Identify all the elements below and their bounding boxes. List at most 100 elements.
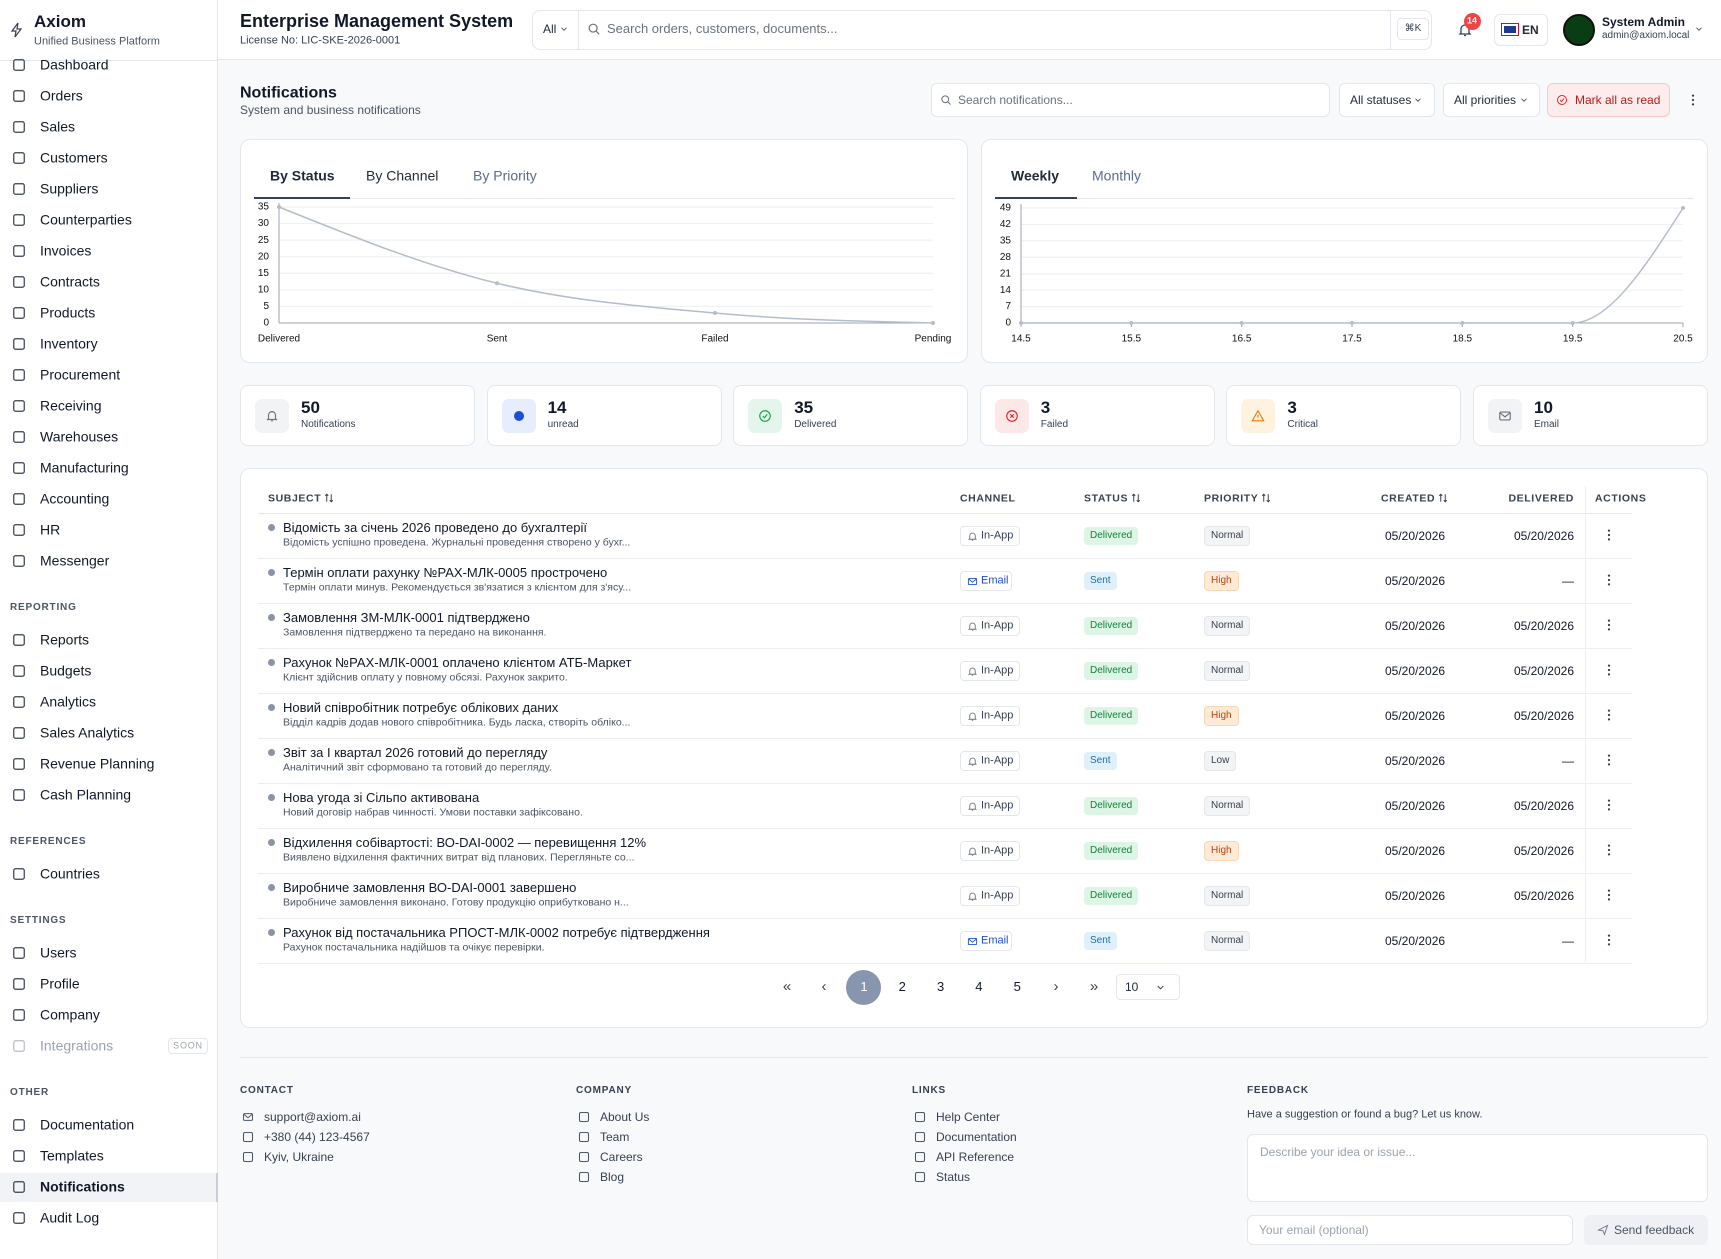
nav-item[interactable]: Profile <box>40 975 80 992</box>
nav-item[interactable]: Revenue Planning <box>40 755 155 772</box>
nav-item[interactable]: Integrations <box>40 1037 114 1054</box>
soon-label: SOON <box>173 1040 203 1051</box>
nav-item[interactable]: Users <box>40 944 77 961</box>
nav-item[interactable]: Audit Log <box>40 1209 100 1226</box>
priority-filter[interactable] <box>1443 83 1540 117</box>
nav-item[interactable]: Documentation <box>40 1116 135 1133</box>
chart-card <box>981 139 1708 363</box>
chart-tab[interactable]: By Channel <box>366 167 439 184</box>
nav-item[interactable]: Counterparties <box>40 211 132 228</box>
chart-tab[interactable]: By Status <box>270 167 335 184</box>
footer-link[interactable]: Documentation <box>936 1129 1017 1144</box>
page-number[interactable]: 2 <box>898 979 906 995</box>
nav-item[interactable]: Warehouses <box>40 428 119 445</box>
first-page[interactable]: « <box>782 978 792 995</box>
footer-link[interactable]: About Us <box>600 1109 650 1124</box>
delivered: 05/20/2026 <box>1513 618 1574 633</box>
column-header[interactable]: CREATED <box>1381 492 1436 505</box>
notification-search[interactable] <box>931 83 1330 117</box>
row-actions <box>1607 799 1611 811</box>
nav-item[interactable]: Contracts <box>40 273 100 290</box>
footer-link[interactable]: Team <box>600 1129 630 1144</box>
nav-item[interactable]: Orders <box>40 87 83 104</box>
nav-icon <box>13 245 25 257</box>
nav-item[interactable]: Company <box>40 1006 100 1023</box>
nav-item[interactable]: Products <box>40 304 96 321</box>
footer-link[interactable]: Help Center <box>936 1109 1001 1124</box>
delivered: 05/20/2026 <box>1513 888 1574 903</box>
nav-item[interactable]: Procurement <box>40 366 121 383</box>
created: 05/20/2026 <box>1385 528 1446 543</box>
footer-link[interactable]: support@axiom.ai <box>264 1109 361 1124</box>
nav-item[interactable]: Analytics <box>40 693 97 710</box>
nav-item[interactable]: Countries <box>40 865 100 882</box>
channel-icon <box>967 892 977 901</box>
subject[interactable]: Відомість за січень 2026 проведено до бу… <box>283 520 587 536</box>
nav-item[interactable]: Notifications <box>40 1178 125 1195</box>
last-page[interactable]: » <box>1089 978 1099 995</box>
nav-item[interactable]: Accounting <box>40 490 110 507</box>
status-filter[interactable] <box>1339 83 1435 117</box>
subject[interactable]: Рахунок №РАХ-МЛК-0001 оплачено клієнтом … <box>283 655 632 671</box>
nav-item[interactable]: Inventory <box>40 335 98 352</box>
nav-item[interactable]: HR <box>40 521 61 538</box>
nav-item[interactable]: Invoices <box>40 242 92 259</box>
nav-item[interactable]: Sales Analytics <box>40 724 135 741</box>
feedback-textarea[interactable] <box>1247 1134 1708 1202</box>
subject[interactable]: Звіт за І квартал 2026 готовий до перегл… <box>283 745 548 761</box>
subject[interactable]: Новий співробітник потребує облікових да… <box>283 700 559 716</box>
nav-item[interactable]: Dashboard <box>40 56 109 73</box>
global-search[interactable] <box>532 10 1432 50</box>
column-header[interactable]: SUBJECT <box>268 492 322 505</box>
search-scope[interactable]: All <box>543 21 557 36</box>
stat-icon <box>1499 411 1511 421</box>
nav-item[interactable]: Reports <box>40 631 90 648</box>
nav-item[interactable]: Receiving <box>40 397 102 414</box>
stat-value: 10 <box>1534 397 1553 417</box>
chart-tab[interactable]: Weekly <box>1011 167 1059 184</box>
nav-item[interactable]: Suppliers <box>40 180 99 197</box>
footer-link[interactable]: Blog <box>600 1169 625 1184</box>
footer-link[interactable]: +380 (44) 123-4567 <box>264 1129 370 1144</box>
footer-link[interactable]: API Reference <box>936 1149 1015 1164</box>
nav-item[interactable]: Manufacturing <box>40 459 129 476</box>
subject[interactable]: Замовлення ЗМ-МЛК-0001 підтверджено <box>283 610 530 626</box>
column-header[interactable]: STATUS <box>1084 492 1129 505</box>
nav-item[interactable]: Customers <box>40 149 108 166</box>
page-number[interactable]: 1 <box>860 979 868 995</box>
mark-all-button[interactable] <box>1547 83 1670 117</box>
nav-item[interactable]: Sales <box>40 118 76 135</box>
page-number[interactable]: 5 <box>1013 979 1021 995</box>
subject[interactable]: Рахунок від постачальника РПОСТ-МЛК-0002… <box>283 925 710 941</box>
created: 05/20/2026 <box>1385 888 1446 903</box>
footer-link[interactable]: Careers <box>600 1149 643 1164</box>
nav-icon <box>13 152 25 164</box>
subject[interactable]: Нова угода зі Сільпо активована <box>283 790 480 806</box>
chart-tab[interactable]: By Priority <box>473 167 537 184</box>
footer-link[interactable]: Kyiv, Ukraine <box>264 1149 334 1164</box>
email-input[interactable] <box>1247 1215 1573 1245</box>
page-size[interactable] <box>1116 974 1180 1000</box>
footer-link[interactable]: Status <box>936 1169 971 1184</box>
brand-icon <box>10 22 23 38</box>
subject[interactable]: Відхилення собівартості: ВО-DAI-0002 — п… <box>283 835 647 851</box>
prev-page[interactable]: ‹ <box>821 978 827 995</box>
nav-item[interactable]: Cash Planning <box>40 786 132 803</box>
column-header[interactable]: PRIORITY <box>1204 492 1259 505</box>
channel-badge <box>960 886 1020 906</box>
page-number[interactable]: 3 <box>936 979 945 995</box>
subject[interactable]: Виробниче замовлення ВО-DAI-0001 заверше… <box>283 880 577 896</box>
created: 05/20/2026 <box>1385 798 1446 813</box>
nav-item[interactable]: Templates <box>40 1147 104 1164</box>
tab-underline <box>254 197 350 199</box>
nav-item[interactable]: Budgets <box>40 662 92 679</box>
subject[interactable]: Термін оплати рахунку №РАХ-МЛК-0005 прос… <box>283 565 608 581</box>
nav-item[interactable]: Messenger <box>40 552 110 569</box>
page-number[interactable]: 4 <box>975 979 983 995</box>
next-page[interactable]: › <box>1053 978 1059 995</box>
scope-chevron <box>561 27 567 31</box>
send-button[interactable] <box>1584 1215 1708 1245</box>
row-line <box>258 558 1632 559</box>
chart-tab[interactable]: Monthly <box>1092 167 1142 184</box>
